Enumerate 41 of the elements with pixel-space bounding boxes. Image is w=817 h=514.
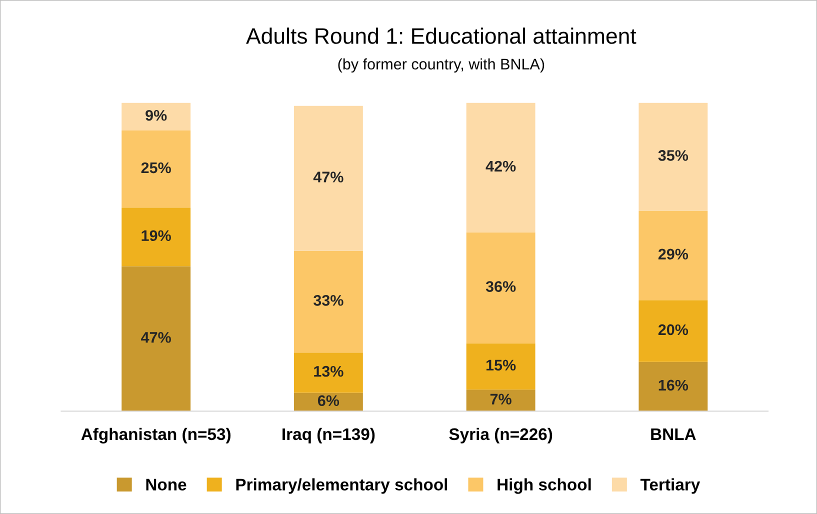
bar (122, 130, 191, 208)
data-label: 42% (486, 160, 516, 172)
bar (122, 208, 191, 266)
data-label: 33% (314, 295, 344, 306)
bar (638, 362, 708, 412)
x-tick-label: Syria (n=226) (449, 428, 552, 444)
legend-label: Primary/elementary school (236, 478, 448, 494)
data-label: 47% (141, 332, 171, 343)
data-label: 47% (313, 172, 344, 182)
chart-title: Adults Round 1: Educational attainment (246, 28, 636, 44)
legend-label: Tertiary (640, 478, 700, 494)
x-tick-label: Afghanistan (n=53) (81, 428, 230, 444)
x-tick-label: Iraq (n=139) (282, 428, 375, 444)
legend-label: High school (498, 478, 591, 494)
bar (294, 352, 363, 393)
bar (466, 343, 536, 390)
x-tick-label: BNLA (651, 428, 696, 440)
data-label: 15% (486, 360, 516, 371)
bar (638, 300, 708, 362)
bar (294, 250, 363, 353)
bar (638, 210, 708, 300)
data-label: 20% (658, 324, 688, 336)
data-label: 16% (658, 380, 688, 391)
chart-subtitle: (by former country, with BNLA) (338, 58, 544, 73)
bar (638, 102, 708, 211)
bar (122, 102, 191, 131)
data-label: 13% (314, 366, 344, 377)
data-label: 6% (318, 395, 340, 406)
bar (294, 106, 363, 251)
legend-label: None (146, 478, 186, 490)
data-label: 36% (486, 281, 516, 292)
data-label: 35% (658, 150, 688, 161)
data-label: 7% (490, 394, 512, 404)
bar (122, 266, 191, 412)
bar (466, 390, 536, 412)
bar (466, 102, 536, 232)
data-label: 25% (141, 162, 171, 174)
data-label: 29% (658, 248, 688, 260)
data-label: 9% (146, 110, 167, 121)
bar (466, 232, 536, 344)
data-label: 19% (142, 230, 171, 242)
